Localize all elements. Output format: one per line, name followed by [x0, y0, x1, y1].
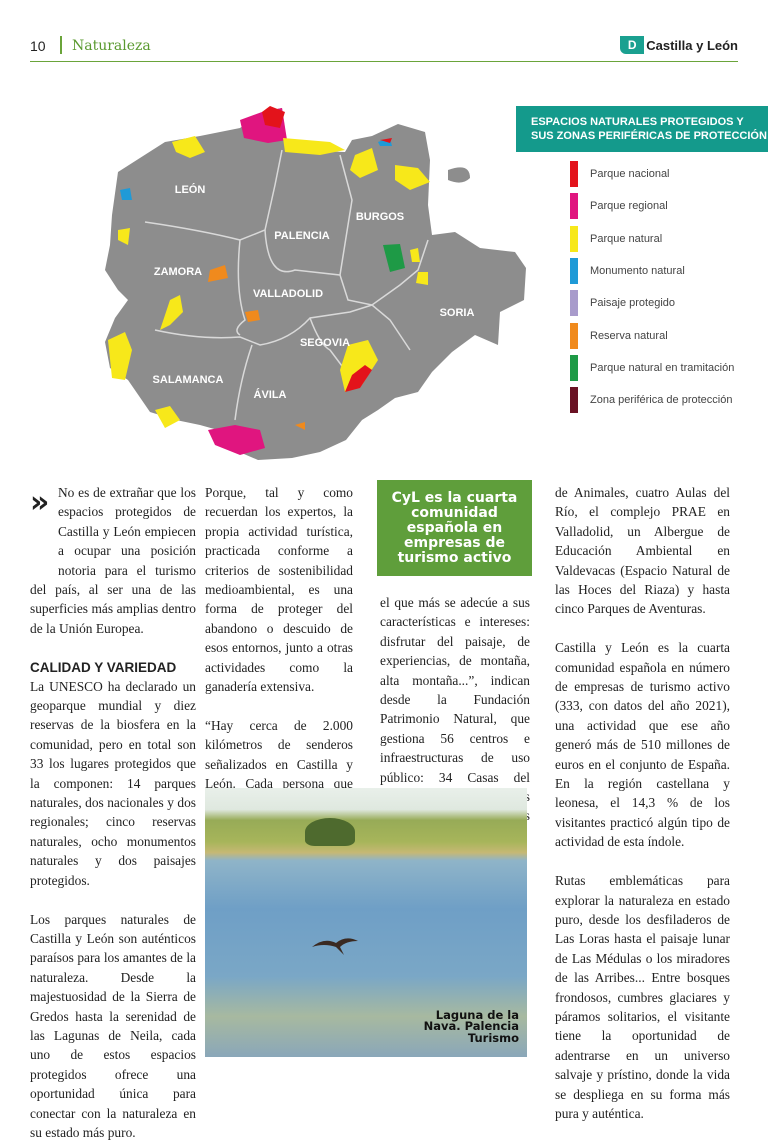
legend-label: Parque regional: [590, 200, 668, 212]
protected-areas-map: LEÓN PALENCIA BURGOS ZAMORA VALLADOLID S…: [80, 105, 530, 460]
lagoon-photo: Laguna de la Nava. Palencia Turismo: [205, 788, 527, 1057]
province-label: BURGOS: [356, 211, 404, 223]
legend-swatch: [570, 387, 578, 413]
legend-item: Reserva natural: [570, 319, 734, 351]
legend-label: Paisaje protegido: [590, 297, 675, 309]
province-label: PALENCIA: [274, 230, 329, 242]
paragraph: Castilla y León es la cuarta comunidad e…: [555, 638, 730, 851]
brand-logo: D Castilla y León: [620, 36, 738, 54]
quote-chevron-icon: »: [30, 489, 52, 567]
legend-swatch: [570, 161, 578, 187]
legend-title: ESPACIOS NATURALES PROTEGIDOS Y SUS ZONA…: [516, 106, 768, 152]
caption-line: Turismo: [424, 1033, 519, 1045]
section-title: Naturaleza: [72, 38, 151, 54]
legend-item: Monumento natural: [570, 255, 734, 287]
bush: [305, 818, 355, 846]
province-label: LEÓN: [175, 183, 206, 196]
legend-item: Paisaje protegido: [570, 287, 734, 319]
legend-label: Parque natural: [590, 233, 662, 245]
article-column-4: de Animales, cuatro Aulas del Río, el co…: [555, 483, 730, 1123]
province-label: SORIA: [440, 307, 475, 319]
legend-item: Parque natural en tramitación: [570, 352, 734, 384]
bird-icon: [310, 933, 360, 957]
legend-label: Parque natural en tramitación: [590, 362, 734, 374]
legend-item: Zona periférica de protección: [570, 384, 734, 416]
province-label: ZAMORA: [154, 266, 202, 278]
paragraph: Rutas emblemáticas para explorar la natu…: [555, 871, 730, 1123]
province-label: SALAMANCA: [153, 374, 224, 386]
brand-name: Castilla y León: [646, 38, 738, 53]
legend-label: Zona periférica de protección: [590, 394, 732, 406]
legend-item: Parque regional: [570, 190, 734, 222]
brand-d-icon: D: [620, 36, 644, 54]
callout-box: CyL es la cuarta comunidad española en e…: [377, 480, 532, 576]
paragraph: La UNESCO ha declarado un geoparque mund…: [30, 677, 196, 890]
map-legend: Parque nacional Parque regional Parque nat…: [570, 158, 734, 416]
photo-caption: Laguna de la Nava. Palencia Turismo: [424, 1010, 519, 1045]
island-treviño: [448, 167, 470, 182]
legend-item: Parque natural: [570, 223, 734, 255]
legend-label: Reserva natural: [590, 330, 668, 342]
legend-label: Parque nacional: [590, 168, 670, 180]
legend-label: Monumento natural: [590, 265, 685, 277]
article-column-1: »No es de extrañar que los espacios prot…: [30, 483, 196, 1142]
legend-swatch: [570, 193, 578, 219]
province-label: ÁVILA: [254, 388, 287, 401]
legend-swatch: [570, 258, 578, 284]
legend-swatch: [570, 323, 578, 349]
legend-swatch: [570, 355, 578, 381]
legend-swatch: [570, 290, 578, 316]
province-label: SEGOVIA: [300, 337, 350, 349]
header-divider: [60, 36, 62, 54]
legend-item: Parque nacional: [570, 158, 734, 190]
legend-swatch: [570, 226, 578, 252]
paragraph: Los parques naturales de Castilla y León…: [30, 910, 196, 1142]
page-header: 10 Naturaleza D Castilla y León: [30, 36, 738, 62]
subheading: CALIDAD Y VARIEDAD: [30, 658, 196, 677]
paragraph: Porque, tal y como recuerdan los experto…: [205, 483, 353, 696]
intro-paragraph: No es de extrañar que los espacios prote…: [30, 485, 196, 636]
paragraph: de Animales, cuatro Aulas del Río, el co…: [555, 483, 730, 619]
page-number: 10: [30, 38, 46, 54]
province-label: VALLADOLID: [253, 288, 323, 300]
